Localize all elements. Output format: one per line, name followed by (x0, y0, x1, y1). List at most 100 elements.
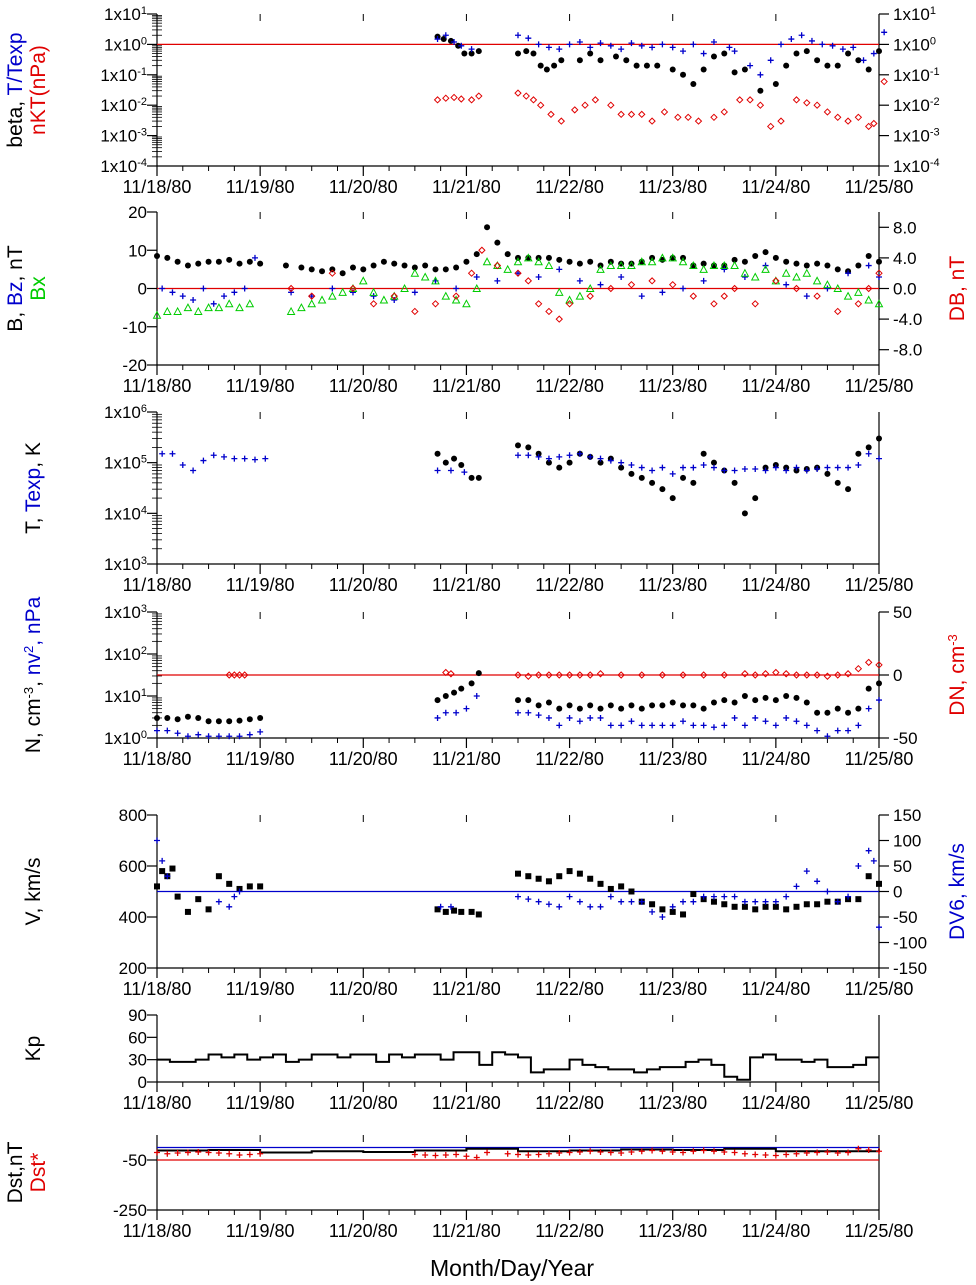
data-point (834, 1150, 841, 1156)
data-point (297, 303, 306, 312)
data-point (190, 467, 197, 474)
y-right-tick-label-mantissa: 1x10 (893, 127, 930, 146)
data-point (792, 671, 801, 679)
y-axis-label-right: DV6, km/s (946, 843, 969, 940)
data-point (473, 274, 480, 281)
data-point (236, 260, 243, 267)
data-point (628, 898, 635, 905)
data-point (669, 722, 676, 729)
y-axis-label: Dst,nT (4, 1141, 27, 1203)
data-point (587, 44, 594, 51)
data-point (215, 258, 222, 265)
data-point (865, 847, 872, 854)
data-point (865, 252, 872, 259)
y-left-tick-label-exponent: 1 (141, 687, 147, 699)
data-point (205, 1149, 212, 1156)
data-point (442, 908, 449, 915)
x-tick-label: 11/25/80 (845, 1221, 914, 1241)
data-point (339, 270, 346, 277)
data-point (654, 62, 661, 69)
data-point (251, 456, 258, 463)
data-point (554, 287, 564, 296)
data-point (162, 306, 172, 315)
data-point (721, 1149, 728, 1155)
data-point (680, 898, 687, 905)
data-point (690, 702, 697, 709)
data-point (159, 868, 166, 875)
data-point (855, 863, 862, 869)
data-point (741, 898, 748, 905)
data-point (741, 903, 748, 910)
y-left-tick-label-mantissa: 1x10 (104, 645, 141, 664)
data-point (257, 1150, 264, 1157)
data-point (287, 284, 295, 293)
data-point (205, 718, 212, 725)
data-point (803, 722, 810, 729)
y-right-tick-label-mantissa: -8.0 (893, 341, 922, 360)
x-tick-label: 11/23/80 (638, 575, 707, 595)
data-point (587, 50, 594, 57)
data-point (721, 893, 728, 900)
data-point (823, 280, 832, 289)
x-tick-label: 11/19/80 (226, 1221, 295, 1241)
data-point (690, 891, 697, 898)
data-point (679, 671, 687, 679)
y-left-tick-label-mantissa: 1x10 (104, 35, 141, 54)
data-point (308, 293, 315, 300)
data-point (659, 914, 666, 920)
data-point (855, 722, 862, 729)
data-point (710, 898, 717, 905)
data-point (710, 38, 717, 45)
data-point (468, 680, 475, 687)
data-point (876, 258, 882, 265)
data-point (633, 62, 640, 69)
data-point (658, 253, 667, 262)
data-point (880, 77, 888, 86)
data-point (783, 467, 790, 474)
data-point (783, 714, 790, 721)
data-point (876, 680, 882, 687)
y-right-tick-label-mantissa: 50 (893, 857, 912, 876)
data-point (164, 727, 171, 734)
data-point (699, 264, 708, 273)
y-axis-label: beta, T/Texp (4, 32, 27, 147)
x-tick-label: 11/25/80 (845, 979, 914, 999)
data-point (597, 1149, 604, 1155)
data-point (659, 464, 666, 471)
data-point (349, 284, 357, 293)
y-right-tick-label-exponent: 1 (930, 5, 936, 17)
y-left-tick-label-mantissa: 10 (128, 241, 147, 260)
data-point (747, 62, 754, 69)
data-point (225, 671, 233, 679)
data-point (741, 258, 748, 265)
data-point (457, 95, 465, 103)
data-point (215, 898, 222, 905)
data-point (240, 671, 249, 679)
y-left-tick-label: 1x10-1 (100, 66, 147, 85)
y-right-tick-label: -150 (893, 959, 927, 978)
data-point (638, 293, 645, 300)
data-point (441, 291, 451, 300)
data-point (543, 66, 550, 73)
data-point (814, 260, 821, 267)
x-tick-label: 11/22/80 (535, 177, 604, 197)
data-point (850, 44, 857, 51)
data-point (865, 685, 872, 692)
data-point (823, 672, 832, 680)
data-point (834, 479, 841, 486)
data-point (855, 461, 862, 468)
data-point (746, 96, 754, 104)
data-point (865, 450, 872, 457)
data-point (241, 455, 248, 462)
y-left-tick-label-mantissa: 90 (128, 1006, 147, 1025)
data-point (205, 733, 212, 740)
data-point (195, 1149, 202, 1155)
data-point (855, 262, 862, 269)
data-point (824, 262, 831, 269)
data-point (450, 93, 458, 102)
y-left-tick-label-exponent: 4 (141, 504, 147, 516)
data-point (545, 307, 553, 316)
data-point (169, 865, 176, 872)
data-point (437, 903, 444, 910)
y-axis-label: B, Bz, nT (4, 245, 27, 332)
